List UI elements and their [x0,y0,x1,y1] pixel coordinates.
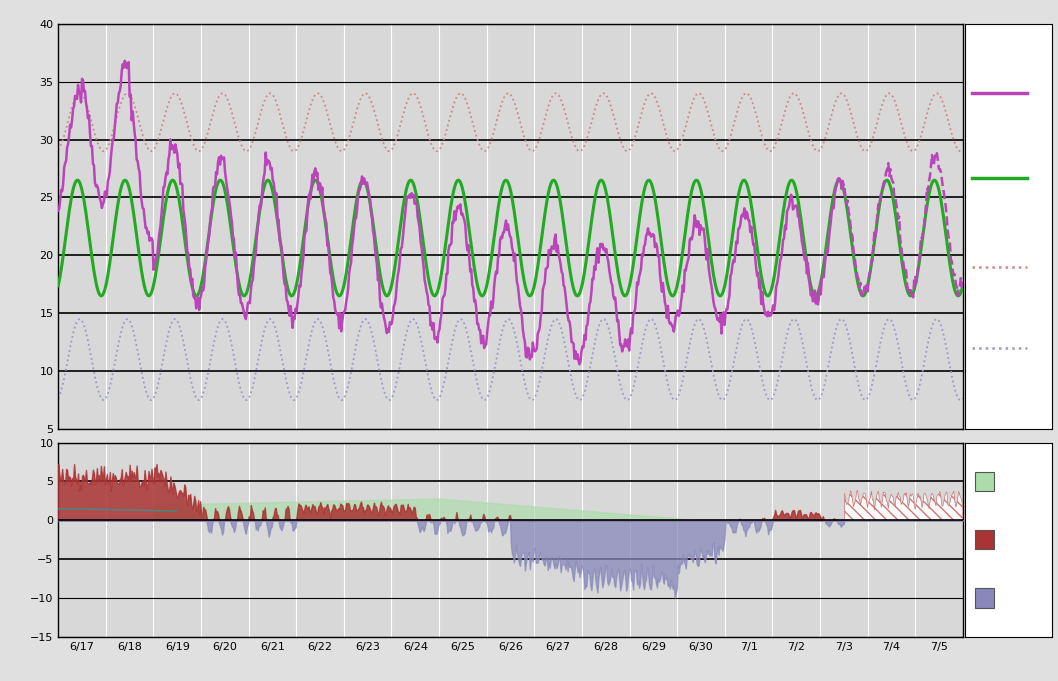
Bar [975,530,995,550]
Bar [975,588,995,607]
Bar [975,472,995,491]
